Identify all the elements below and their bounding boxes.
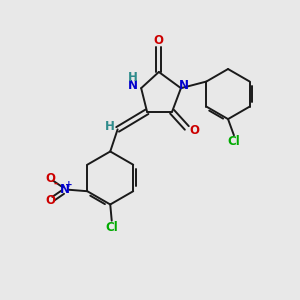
- Text: H: H: [128, 71, 138, 84]
- Text: N: N: [179, 79, 189, 92]
- Text: N: N: [60, 183, 70, 196]
- Text: O: O: [45, 172, 55, 185]
- Text: Cl: Cl: [105, 220, 118, 234]
- Text: Cl: Cl: [227, 135, 240, 148]
- Text: N: N: [128, 79, 138, 92]
- Text: O: O: [45, 194, 55, 207]
- Text: H: H: [104, 120, 114, 133]
- Text: -: -: [53, 179, 57, 189]
- Text: O: O: [189, 124, 199, 137]
- Text: +: +: [65, 180, 73, 189]
- Text: O: O: [154, 34, 164, 47]
